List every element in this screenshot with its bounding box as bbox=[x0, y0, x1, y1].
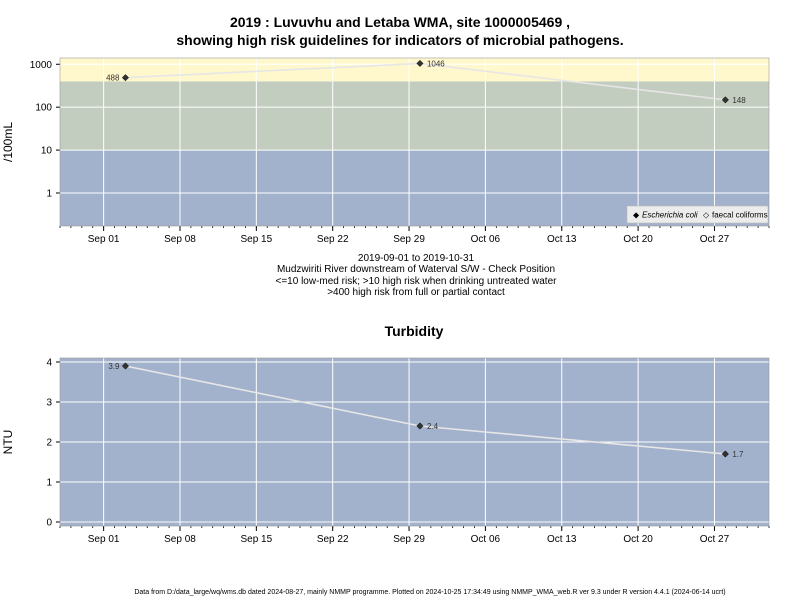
date-range: 2019-09-01 to 2019-10-31 bbox=[357, 253, 475, 264]
chart-title-line1: 2019 : Luvuvhu and Letaba WMA, site 1000… bbox=[229, 14, 571, 30]
legend-symbol: ◆ bbox=[633, 211, 640, 220]
x-tick-label: Sep 15 bbox=[240, 534, 272, 545]
x-tick-label: Sep 29 bbox=[393, 534, 425, 545]
y-tick-label: 3 bbox=[46, 398, 52, 409]
y-axis-title: /100mL bbox=[1, 122, 15, 162]
y-tick-label: 0 bbox=[46, 518, 52, 529]
x-tick-label: Sep 01 bbox=[88, 234, 120, 245]
legend-label: faecal coliforms bbox=[712, 211, 768, 220]
data-value-label: 1046 bbox=[427, 59, 445, 68]
data-value-label: 148 bbox=[732, 96, 746, 105]
data-point bbox=[721, 96, 729, 104]
data-value-label: 1.7 bbox=[732, 450, 744, 459]
legend-box bbox=[626, 205, 769, 224]
y-tick-label: 10 bbox=[41, 146, 53, 157]
x-tick-label: Oct 06 bbox=[471, 534, 501, 545]
y-tick-label: 4 bbox=[46, 358, 52, 369]
x-tick-label: Oct 27 bbox=[700, 534, 730, 545]
x-tick-label: Sep 22 bbox=[317, 534, 349, 545]
guideline-contact: >400 high risk from full or partial cont… bbox=[327, 287, 505, 298]
y-tick-label: 1 bbox=[46, 188, 52, 199]
x-tick-label: Oct 06 bbox=[471, 234, 501, 245]
data-point bbox=[416, 422, 424, 430]
guideline-drinking: <=10 low-med risk; >10 high risk when dr… bbox=[275, 276, 557, 287]
y-tick-label: 100 bbox=[35, 103, 52, 114]
legend-label: Escherichia coli bbox=[642, 211, 698, 220]
y-tick-label: 1 bbox=[46, 478, 52, 489]
data-point bbox=[121, 74, 129, 82]
x-tick-label: Sep 01 bbox=[88, 534, 120, 545]
panel-frame bbox=[59, 57, 770, 227]
x-tick-label: Sep 08 bbox=[164, 534, 196, 545]
x-tick-label: Oct 27 bbox=[700, 234, 730, 245]
chart-title-line2: showing high risk guidelines for indicat… bbox=[176, 32, 624, 48]
x-tick-label: Sep 22 bbox=[317, 234, 349, 245]
site-location: Mudzwiriti River downstream of Waterval … bbox=[276, 264, 556, 275]
x-tick-label: Sep 29 bbox=[393, 234, 425, 245]
x-tick-label: Oct 13 bbox=[547, 534, 577, 545]
legend-symbol: ◇ bbox=[703, 211, 710, 220]
data-value-label: 488 bbox=[106, 74, 120, 83]
panel-frame bbox=[59, 357, 770, 527]
x-tick-label: Sep 08 bbox=[164, 234, 196, 245]
x-tick-label: Sep 15 bbox=[240, 234, 272, 245]
data-value-label: 3.9 bbox=[108, 362, 120, 371]
risk-band-0-1 bbox=[60, 81, 769, 151]
x-tick-label: Oct 13 bbox=[547, 234, 577, 245]
data-point bbox=[416, 59, 424, 67]
x-tick-label: Oct 20 bbox=[623, 534, 653, 545]
data-point bbox=[721, 450, 729, 458]
footer-note: Data from D:/data_large/wq/wms.db dated … bbox=[134, 589, 726, 596]
y-axis-title: NTU bbox=[1, 430, 15, 455]
data-value-label: 2.4 bbox=[427, 422, 439, 431]
x-tick-label: Oct 20 bbox=[623, 234, 653, 245]
y-tick-label: 1000 bbox=[30, 60, 53, 71]
data-point bbox=[121, 362, 129, 370]
y-tick-label: 2 bbox=[46, 438, 52, 449]
risk-band-0-2 bbox=[60, 58, 769, 82]
panel-title: Turbidity bbox=[385, 323, 444, 339]
